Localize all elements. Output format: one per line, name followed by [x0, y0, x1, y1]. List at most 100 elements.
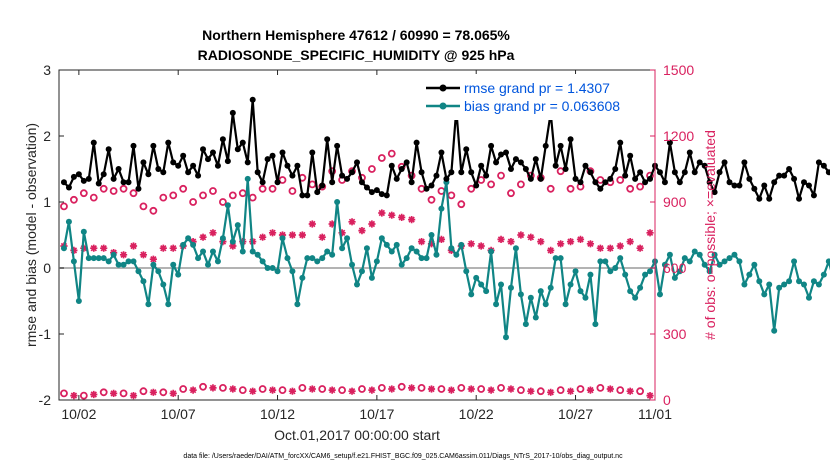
obs-evaluated-marker — [249, 387, 257, 395]
rmse-point — [731, 182, 738, 189]
bias-point — [60, 245, 67, 252]
obs-possible-marker — [119, 389, 128, 398]
rmse-point — [488, 142, 495, 149]
obs-evaluated-marker — [288, 231, 297, 239]
obs-evaluated-marker — [467, 385, 475, 393]
obs-possible-marker — [358, 385, 366, 393]
obs-evaluated-marker — [209, 229, 217, 237]
bias-point — [229, 238, 236, 245]
rmse-point — [105, 146, 112, 153]
rmse-point — [503, 149, 509, 156]
x-tick-label: 10/02 — [61, 406, 96, 422]
rmse-point — [756, 195, 763, 202]
rmse-point — [681, 169, 688, 176]
bias-point — [701, 261, 708, 268]
rmse-point — [423, 185, 430, 192]
rmse-point — [666, 139, 673, 146]
rmse-point — [249, 96, 256, 103]
obs-evaluated-marker — [527, 387, 535, 395]
bias-point — [741, 281, 748, 288]
bias-point — [75, 298, 82, 304]
bias-point — [165, 301, 172, 308]
bias-point — [512, 245, 519, 252]
rmse-point — [150, 142, 157, 149]
bias-point — [319, 255, 326, 262]
bias-point — [706, 268, 713, 275]
obs-evaluated-marker — [338, 229, 346, 237]
bias-point — [388, 248, 395, 255]
obs-possible-marker — [79, 189, 88, 198]
rmse-point — [75, 171, 82, 178]
bias-point — [458, 241, 465, 248]
obs-possible-marker — [497, 383, 505, 392]
rmse-point — [637, 169, 644, 176]
rmse-point — [691, 169, 698, 176]
obs-possible-marker — [278, 386, 287, 395]
rmse-point — [572, 175, 579, 182]
bias-point — [428, 232, 435, 238]
bias-point — [160, 281, 167, 288]
rmse-point — [498, 151, 505, 158]
obs-evaluated-marker — [278, 231, 287, 239]
obs-possible-marker — [298, 383, 307, 392]
rmse-point — [622, 172, 629, 179]
y-left-tick-label: -2 — [39, 392, 52, 408]
rmse-point — [751, 185, 758, 192]
obs-evaluated-marker — [129, 392, 138, 400]
obs-possible-marker — [199, 191, 207, 200]
rmse-point — [324, 136, 331, 143]
rmse-point — [274, 179, 281, 186]
obs-evaluated-marker — [189, 386, 197, 394]
obs-evaluated-marker — [547, 388, 555, 396]
bias-point — [567, 281, 574, 288]
bias-point — [363, 245, 370, 252]
bias-point — [130, 258, 137, 265]
bias-point — [368, 274, 375, 281]
bias-point — [135, 268, 142, 275]
bias-point — [95, 255, 102, 262]
obs-possible-marker — [248, 193, 257, 202]
bias-point — [632, 294, 639, 301]
bias-point — [378, 235, 385, 242]
bias-point — [304, 255, 311, 262]
rmse-point — [195, 172, 202, 179]
obs-possible-marker — [556, 386, 565, 395]
y-right-tick-label: 0 — [663, 392, 671, 408]
obs-possible-marker — [507, 189, 515, 198]
bias-point — [413, 248, 420, 255]
x-tick-label: 10/07 — [161, 406, 196, 422]
bias-point — [488, 248, 495, 255]
bias-point — [175, 271, 182, 278]
rmse-point — [125, 179, 132, 186]
rmse-point — [363, 184, 370, 191]
obs-possible-marker — [109, 187, 118, 195]
bias-point — [642, 271, 649, 278]
obs-evaluated-marker — [646, 229, 654, 237]
obs-possible-marker — [576, 385, 585, 393]
rmse-point — [582, 162, 589, 169]
rmse-point — [205, 156, 211, 163]
rmse-point — [711, 189, 718, 196]
bias-point — [120, 261, 127, 268]
obs-evaluated-marker — [507, 238, 515, 246]
bias-point — [805, 294, 812, 301]
bias-point — [756, 278, 763, 285]
bias-point — [796, 278, 803, 285]
obs-possible-marker — [228, 191, 237, 200]
rmse-point — [801, 179, 807, 186]
bias-point — [249, 248, 256, 255]
bias-point — [691, 248, 698, 255]
obs-possible-marker — [258, 385, 267, 393]
obs-evaluated-marker — [576, 235, 585, 243]
rmse-point — [676, 179, 683, 186]
obs-evaluated-marker — [566, 238, 575, 246]
obs-possible-marker — [70, 195, 78, 204]
y-axis-right-label: # of obs: o=possible; ×=evaluated — [702, 130, 718, 340]
bias-point — [408, 245, 415, 252]
obs-possible-marker — [129, 189, 138, 198]
bias-point — [324, 248, 331, 255]
obs-possible-marker — [89, 193, 98, 202]
obs-possible-marker — [288, 187, 297, 195]
bias-point — [781, 281, 788, 288]
obs-possible-marker — [487, 180, 496, 189]
